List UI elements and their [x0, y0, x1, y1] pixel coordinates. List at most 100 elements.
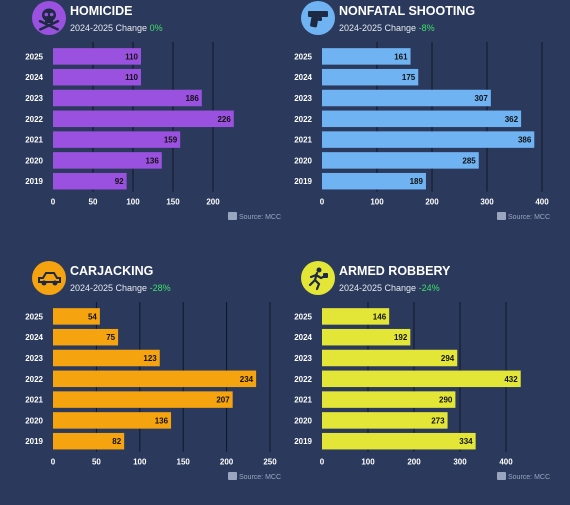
- x-tick-label-300: 300: [453, 458, 467, 467]
- carjacking-panel: CARJACKING 2024-2025 Change -28% 54 2025 7…: [0, 260, 285, 505]
- data-label-2019: 189: [410, 177, 424, 186]
- bar-2025: [322, 48, 411, 65]
- bar-2020: [53, 152, 162, 169]
- panel-title: HOMICIDE: [70, 4, 133, 18]
- x-tick-label-400: 400: [499, 458, 513, 467]
- data-label-2025: 54: [88, 312, 97, 321]
- change-text: 2024-2025 Change 0%: [70, 23, 163, 33]
- category-label-2021: 2021: [25, 136, 43, 145]
- data-label-2019: 82: [112, 437, 121, 446]
- data-label-2023: 123: [143, 354, 157, 363]
- category-label-2019: 2019: [25, 437, 43, 446]
- x-tick-label-200: 200: [220, 458, 234, 467]
- x-tick-label-150: 150: [166, 198, 180, 207]
- category-label-2020: 2020: [294, 416, 312, 425]
- data-label-2020: 285: [462, 156, 476, 165]
- bar-2025: [322, 308, 390, 325]
- category-label-2025: 2025: [25, 312, 43, 321]
- source-icon: [228, 472, 237, 480]
- bar-2024: [53, 68, 141, 86]
- x-tick-label-100: 100: [370, 198, 384, 207]
- category-label-2024: 2024: [25, 333, 43, 342]
- category-label-2023: 2023: [25, 354, 43, 363]
- category-label-2024: 2024: [294, 333, 312, 342]
- nonfatal-shooting-panel: NONFATAL SHOOTING 2024-2025 Change -8% 1…: [269, 0, 554, 245]
- nonfatal-shooting-bar-chart: 161 2025 175 2024 307 2023 362 2022 386 2021 285 20…: [294, 42, 549, 207]
- x-tick-label-300: 300: [480, 198, 494, 207]
- x-tick-label-50: 50: [89, 198, 98, 207]
- bar-2022: [53, 110, 234, 128]
- data-label-2025: 146: [373, 312, 387, 321]
- change-text: 2024-2025 Change -28%: [70, 283, 171, 293]
- data-label-2022: 234: [240, 375, 254, 384]
- category-label-2021: 2021: [294, 136, 312, 145]
- data-label-2025: 161: [394, 52, 408, 61]
- source-icon: [497, 212, 506, 220]
- running-robber-icon: [301, 261, 335, 295]
- data-label-2020: 136: [145, 156, 159, 165]
- category-label-2020: 2020: [294, 156, 312, 165]
- bar-2022: [322, 370, 521, 388]
- bar-2023: [53, 89, 202, 107]
- panel-title: NONFATAL SHOOTING: [339, 4, 476, 18]
- category-label-2025: 2025: [25, 52, 43, 61]
- change-value: 0%: [149, 23, 163, 33]
- x-tick-label-150: 150: [177, 458, 191, 467]
- change-value: -24%: [418, 283, 440, 293]
- source-note: Source: MCC: [228, 212, 281, 221]
- category-label-2022: 2022: [25, 115, 43, 124]
- data-label-2019: 92: [115, 177, 124, 186]
- data-label-2024: 110: [125, 73, 138, 82]
- handgun-icon: [301, 1, 335, 35]
- data-label-2023: 186: [185, 94, 199, 103]
- data-label-2021: 207: [216, 396, 230, 405]
- x-tick-label-0: 0: [51, 458, 56, 467]
- data-label-2021: 290: [439, 396, 453, 405]
- bar-2021: [322, 131, 535, 148]
- armed-robbery-bar-chart: 146 2025 192 2024 294 2023 432 2022 290 2021 273 20…: [294, 302, 521, 467]
- category-label-2021: 2021: [294, 396, 312, 405]
- x-tick-label-100: 100: [361, 458, 375, 467]
- x-tick-label-0: 0: [320, 458, 325, 467]
- data-label-2022: 226: [217, 115, 231, 124]
- bar-2024: [322, 68, 419, 86]
- data-label-2025: 110: [125, 52, 138, 61]
- bar-2020: [53, 412, 172, 429]
- data-label-2024: 75: [106, 333, 115, 342]
- bar-2023: [322, 89, 491, 107]
- category-label-2023: 2023: [25, 94, 43, 103]
- category-label-2019: 2019: [294, 177, 312, 186]
- category-label-2024: 2024: [294, 73, 312, 82]
- data-label-2024: 175: [402, 73, 416, 82]
- x-tick-label-50: 50: [92, 458, 101, 467]
- panel-title: CARJACKING: [70, 264, 154, 278]
- category-label-2022: 2022: [25, 375, 43, 384]
- category-label-2023: 2023: [294, 354, 312, 363]
- skull-crossbones-icon: [32, 1, 66, 35]
- bar-2024: [322, 328, 411, 346]
- x-tick-label-100: 100: [126, 198, 140, 207]
- category-label-2019: 2019: [25, 177, 43, 186]
- category-label-2024: 2024: [25, 73, 43, 82]
- category-label-2019: 2019: [294, 437, 312, 446]
- change-value: -8%: [418, 23, 435, 33]
- homicide-bar-chart: 110 2025 110 2024 186 2023 226 2022 159 2021 136 20…: [25, 42, 234, 207]
- bar-2024: [53, 328, 119, 346]
- source-note: Source: MCC: [497, 212, 550, 221]
- data-label-2024: 192: [394, 333, 408, 342]
- change-value: -28%: [149, 283, 171, 293]
- data-label-2019: 334: [459, 437, 473, 446]
- data-label-2023: 294: [441, 354, 455, 363]
- data-label-2021: 159: [164, 136, 178, 145]
- panel-title: ARMED ROBBERY: [339, 264, 451, 278]
- bar-2021: [53, 391, 233, 408]
- homicide-panel: HOMICIDE 2024-2025 Change 0% 110 2025 110 2…: [0, 0, 285, 245]
- data-label-2021: 386: [518, 136, 532, 145]
- x-tick-label-0: 0: [51, 198, 56, 207]
- x-tick-label-100: 100: [133, 458, 147, 467]
- bar-2019: [53, 432, 125, 450]
- change-text: 2024-2025 Change -8%: [339, 23, 435, 33]
- source-icon: [228, 212, 237, 220]
- category-label-2020: 2020: [25, 416, 43, 425]
- car-icon: [32, 261, 66, 295]
